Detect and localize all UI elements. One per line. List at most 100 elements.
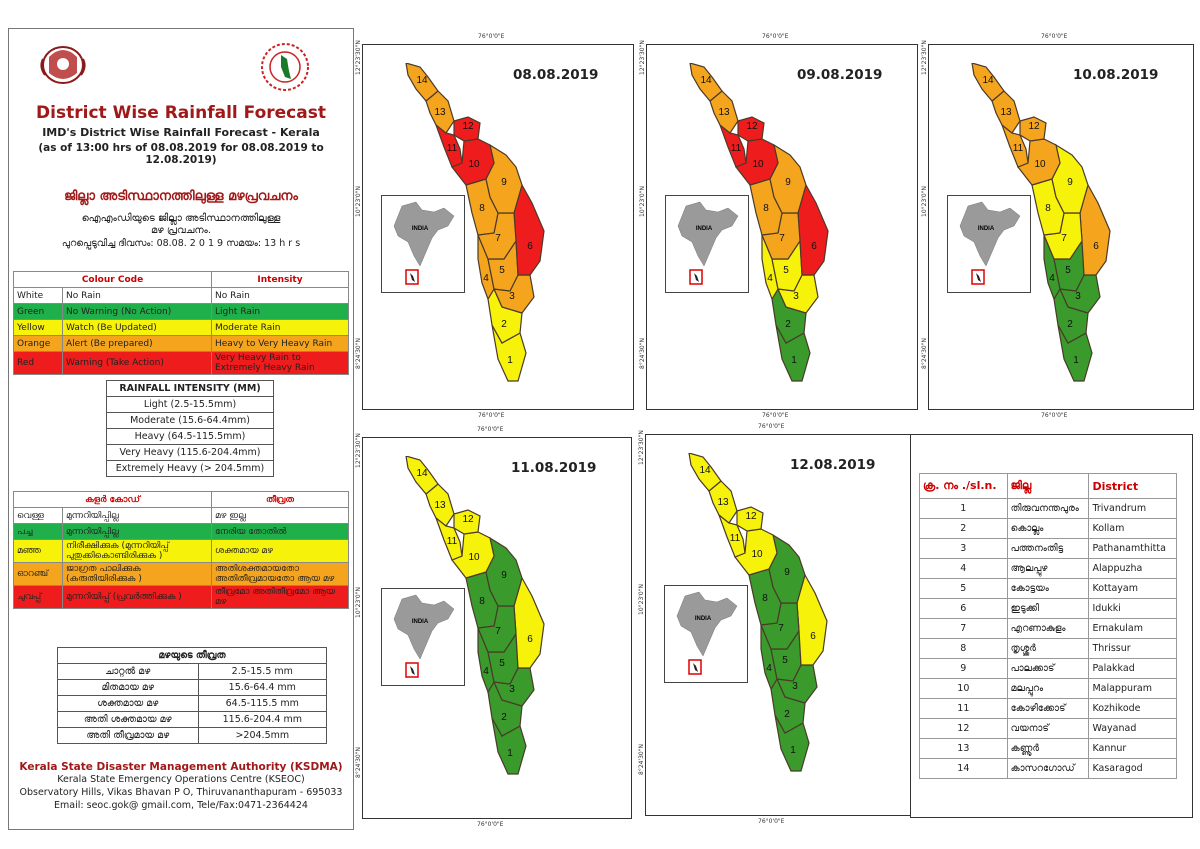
mal-intensity-range: 115.6-204.4 mm	[197, 711, 328, 728]
india-outline-icon: INDIA	[959, 201, 1021, 285]
district-13-region	[425, 483, 455, 527]
india-inset-map: INDIA	[381, 588, 465, 686]
mal-colour-row: പച്ച മുന്നറിയിപ്പില്ല നേരിയ തോതിൽ	[13, 523, 349, 540]
latitude-label: 12°23'30"N	[921, 40, 928, 75]
district-11-region	[717, 513, 746, 558]
district-row: 9 പാലക്കാട് Palakkad	[919, 658, 1177, 679]
district-10-region	[451, 138, 495, 186]
district-number-label: 4	[483, 666, 489, 677]
district-number-label: 1	[1073, 355, 1079, 366]
district-name: Kottayam	[1088, 578, 1177, 599]
district-number: 2	[919, 518, 1008, 539]
district-6-region	[797, 183, 829, 276]
india-outline-icon: INDIA	[676, 591, 738, 675]
forecast-map-panel: 11.08.2019 76°0'0"E 76°0'0"E 12°23'30"N 10°2…	[355, 426, 632, 828]
latitude-label: 8°24'30"N	[921, 338, 928, 369]
district-number: 3	[919, 538, 1008, 559]
map-date: 09.08.2019	[797, 67, 883, 83]
district-row: 5 കോട്ടയം Kottayam	[919, 578, 1177, 599]
district-mal-name: ആലപ്പുഴ	[1006, 558, 1090, 579]
district-row: 7 എറണാകുളം Ernakulam	[919, 618, 1177, 639]
latitude-label: 8°24'30"N	[355, 747, 362, 778]
rainfall-intensity-header: RAINFALL INTENSITY (MM)	[106, 380, 274, 397]
district-number-label: 10	[1034, 159, 1046, 170]
mal-intensity-range: 15.6-64.4 mm	[197, 679, 328, 696]
district-mal-name: കോഴിക്കോട്	[1006, 698, 1090, 719]
district-row: 3 പത്തനംതിട്ട Pathanamthitta	[919, 538, 1177, 559]
footer-contact: Email: seoc.gok@ gmail.com, Tele/Fax:047…	[54, 800, 308, 811]
colour-action: Watch (Be Updated)	[62, 319, 212, 336]
mal-colour-header: കളർ കോഡ്	[13, 491, 212, 508]
forecast-period: (as of 13:00 hrs of 08.08.2019 for 08.08…	[38, 142, 324, 166]
district-number-label: 13	[718, 107, 730, 118]
district-number-label: 6	[810, 631, 816, 642]
map-date: 12.08.2019	[790, 457, 876, 473]
forecast-map-panel: 12.08.2019 76°0'0"E 76°0'0"E 12°23'30"N 10°2…	[638, 423, 911, 825]
mal-intensity-name: അതി ശക്തമായ മഴ	[57, 711, 199, 728]
district-mal-name: മലപ്പുറം	[1006, 678, 1090, 699]
district-number-label: 12	[745, 511, 757, 522]
intensity-row: Very Heavy (115.6-204.4mm)	[106, 444, 274, 461]
district-14-region	[971, 63, 1005, 102]
district-number-label: 5	[783, 265, 789, 276]
mal-colour-action: മുന്നറിയിപ്പ് (പ്രവർത്തിക്കുക )	[62, 585, 212, 609]
district-11-region	[718, 123, 747, 168]
district-mal-name: കൊല്ലം	[1006, 518, 1090, 539]
district-number-label: 11	[447, 143, 458, 154]
malayalam-colour-table: കളർ കോഡ് തീവ്രത വെള്ള മുന്നറിയിപ്പില്ല മഴ …	[13, 491, 349, 609]
colour-intensity: Very Heavy Rain to Extremely Heavy Rain	[211, 351, 349, 375]
district-number-label: 6	[1093, 241, 1099, 252]
district-number-label: 13	[717, 497, 729, 508]
colour-name: White	[13, 287, 63, 304]
kerala-emblem-logo	[40, 46, 86, 84]
district-6-region	[513, 183, 545, 276]
map-date: 08.08.2019	[513, 67, 599, 83]
district-14-region	[688, 453, 722, 492]
district-name: Kozhikode	[1088, 698, 1177, 719]
district-number: 5	[919, 578, 1008, 599]
intensity-header: Intensity	[211, 271, 349, 288]
district-number-label: 1	[790, 745, 796, 756]
district-number-label: 3	[509, 291, 515, 302]
district-number-label: 3	[793, 291, 799, 302]
forecast-map-panel: 09.08.2019 76°0'0"E 76°0'0"E 12°23'30"N 10°2…	[639, 33, 918, 419]
intensity-row: Heavy (64.5-115.5mm)	[106, 428, 274, 445]
district-number-label: 11	[730, 533, 741, 544]
mal-colour-action: മുന്നറിയിപ്പില്ല	[62, 523, 212, 540]
district-number-label: 10	[752, 159, 764, 170]
district-row: 13 കണ്ണൂർ Kannur	[919, 738, 1177, 759]
district-number-label: 2	[785, 319, 791, 330]
mal-colour-intensity: തീവ്രമോ അതിതീവ്രമോ ആയ മഴ	[211, 585, 349, 609]
malayalam-title: ജില്ലാ അടിസ്ഥാനത്തിലുള്ള മഴപ്രവചനം	[64, 189, 298, 204]
district-name: Kollam	[1088, 518, 1177, 539]
district-10-region	[451, 531, 495, 579]
district-number-label: 7	[495, 233, 501, 244]
district-6-region	[1079, 183, 1111, 276]
mal-colour-name: ഓറഞ്ച്	[13, 562, 63, 586]
district-number-label: 6	[527, 634, 533, 645]
district-14-region	[405, 63, 439, 102]
mal-colour-intensity: മഴ ഇല്ല	[211, 507, 349, 524]
district-number-label: 2	[1067, 319, 1073, 330]
district-name: Malappuram	[1088, 678, 1177, 699]
colour-name: Red	[13, 351, 63, 375]
district-number: 1	[919, 498, 1008, 519]
district-mal-name: ഇടുക്കി	[1006, 598, 1090, 619]
mal-intensity-name: ചാറ്റൽ മഴ	[57, 663, 199, 680]
district-mal-name: കാസറഗോഡ്	[1006, 758, 1090, 779]
district-number: 11	[919, 698, 1008, 719]
latitude-label: 10°23'0"N	[355, 186, 362, 217]
district-number-label: 1	[507, 355, 513, 366]
longitude-label-top: 76°0'0"E	[762, 33, 789, 40]
mal-colour-action: നിരീക്ഷിക്കുക (മുന്നറിയിപ്പ് പുതുക്കികൊണ…	[62, 539, 212, 563]
district-mal-name: തിരുവനന്തപുരം	[1006, 498, 1090, 519]
footer-org: Kerala State Disaster Management Authori…	[19, 761, 343, 773]
mal-intensity-row: ചാറ്റൽ മഴ 2.5-15.5 mm	[57, 663, 328, 680]
district-number-label: 8	[1045, 203, 1051, 214]
district-number-label: 3	[509, 684, 515, 695]
district-number: 12	[919, 718, 1008, 739]
intensity-range: Very Heavy (115.6-204.4mm)	[106, 444, 274, 461]
district-number-label: 10	[468, 159, 480, 170]
colour-row: Green No Warning (No Action) Light Rain	[13, 303, 349, 320]
district-number-label: 14	[700, 75, 712, 86]
